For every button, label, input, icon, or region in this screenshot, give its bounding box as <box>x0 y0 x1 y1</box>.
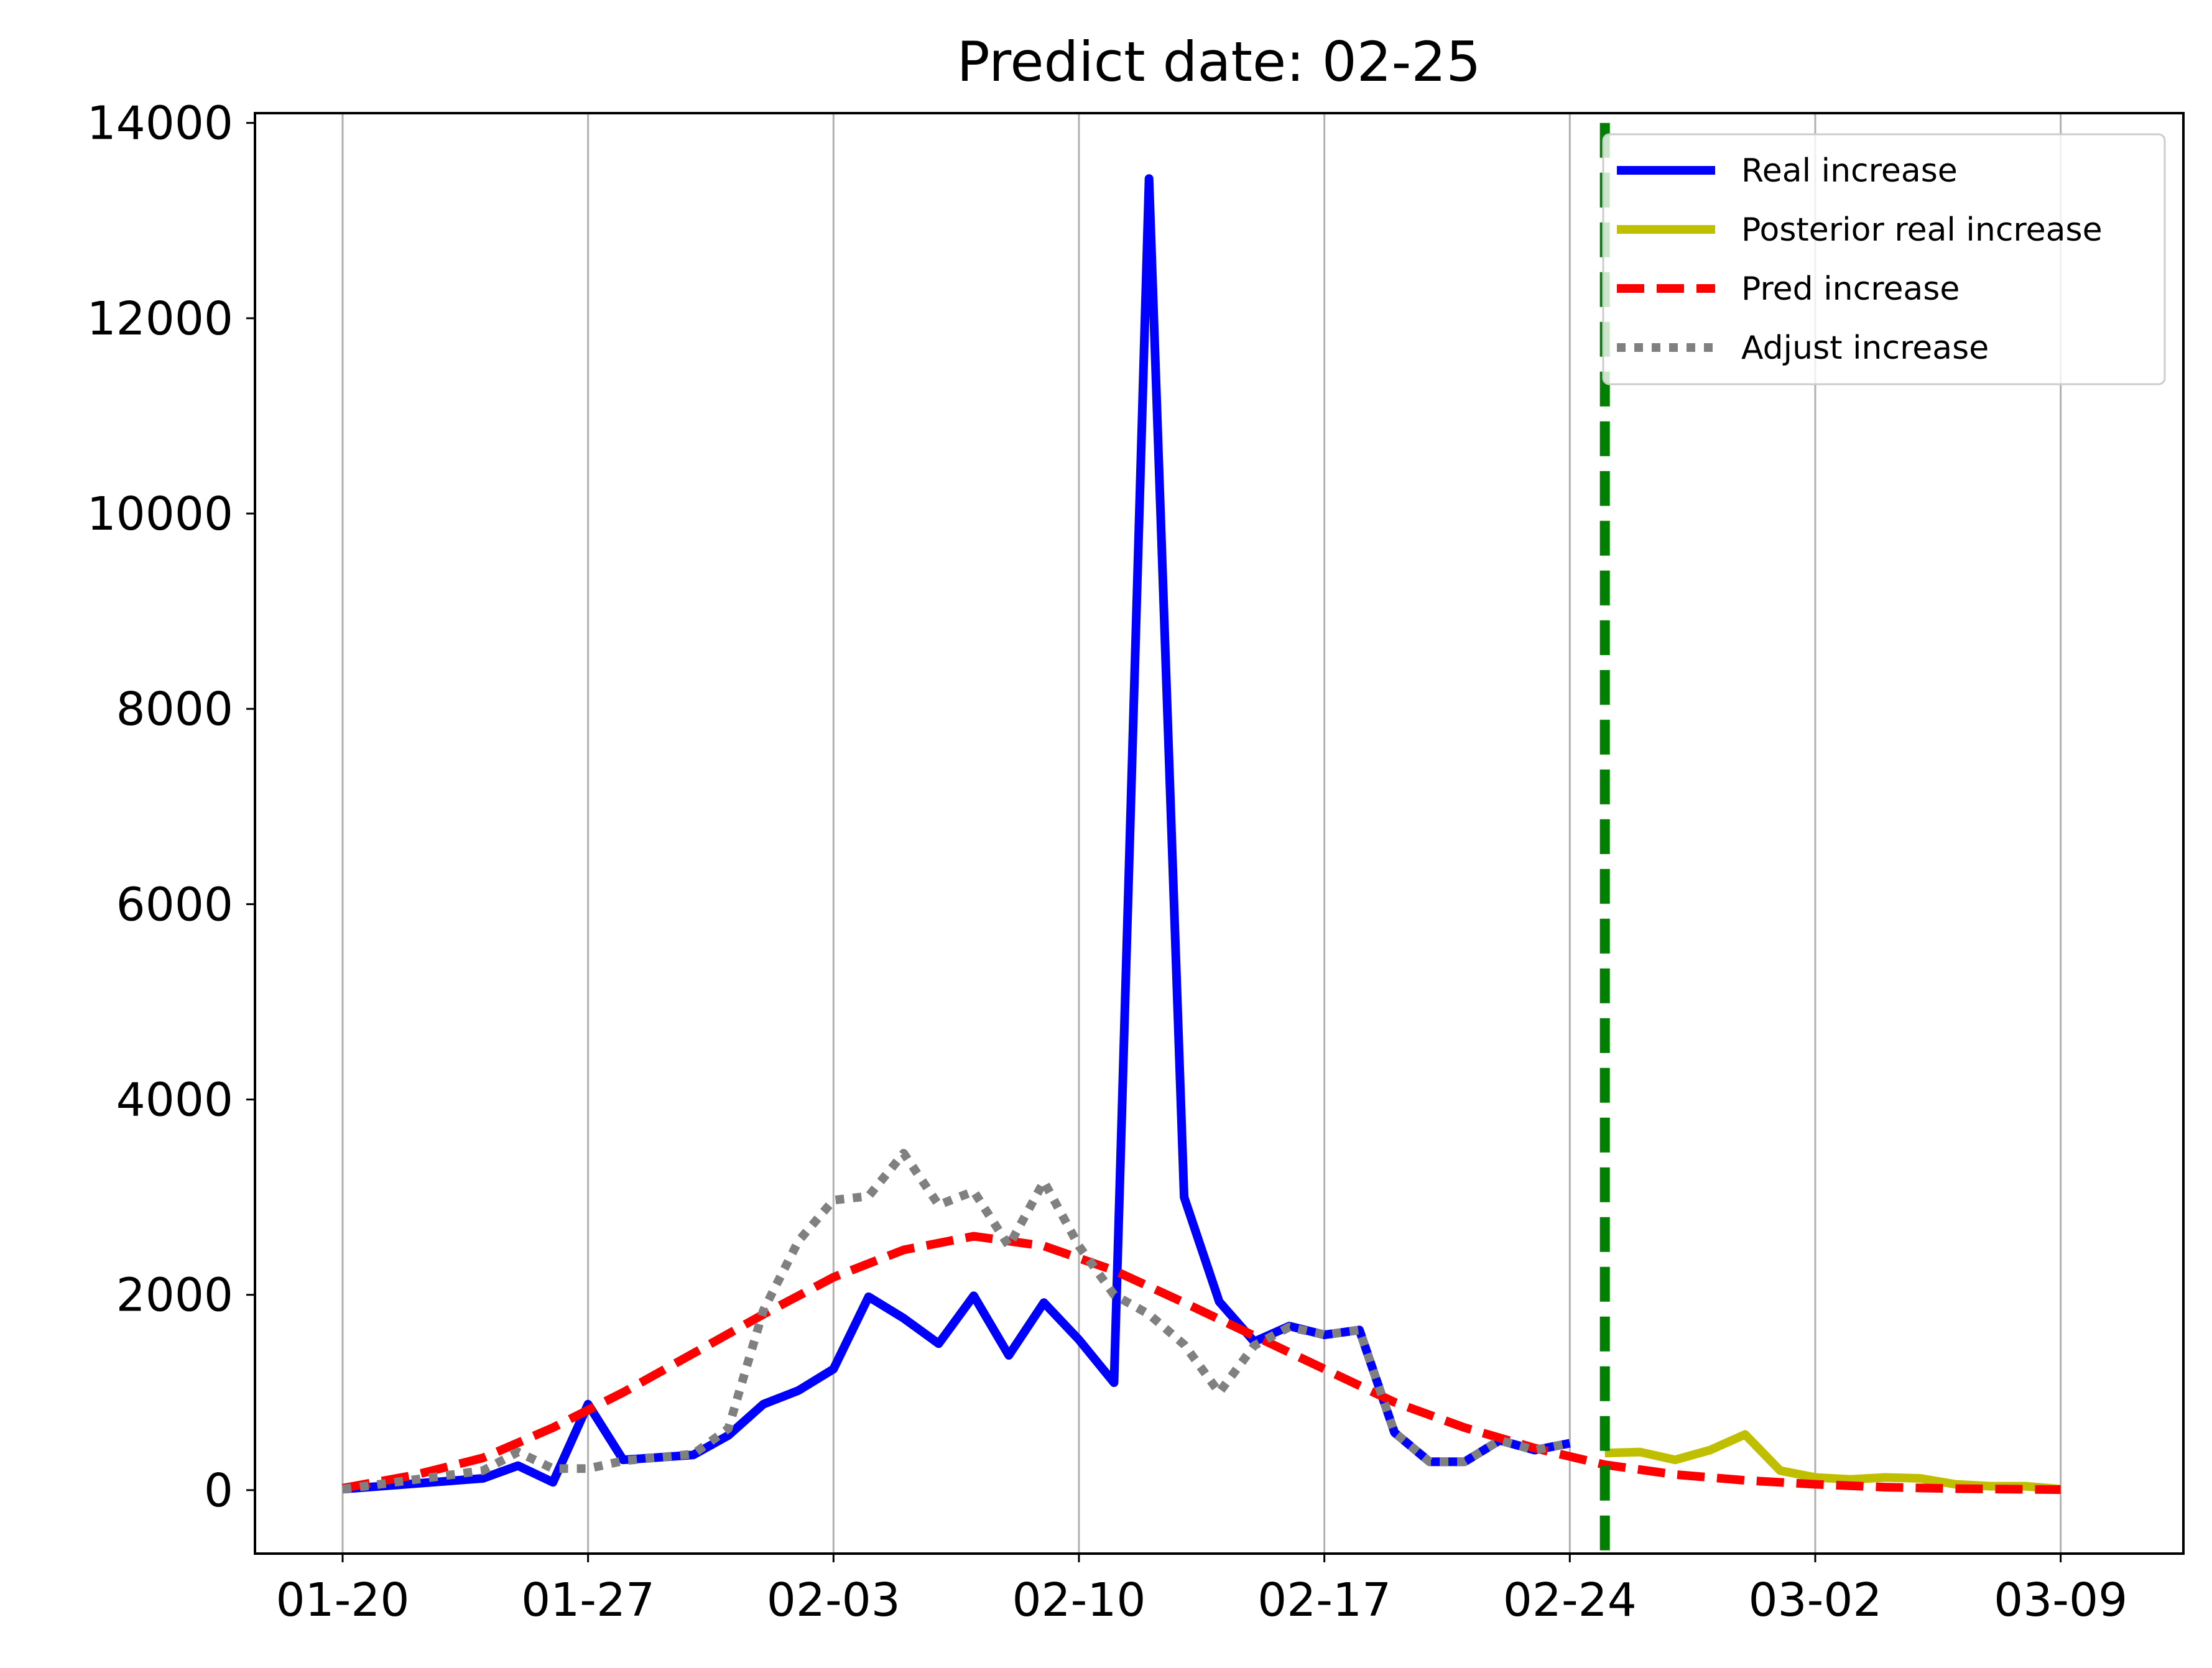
series-line-adjust-increase <box>342 1149 1571 1494</box>
x-tick-label: 02-24 <box>1503 1574 1637 1627</box>
x-tick-label: 01-27 <box>521 1574 655 1627</box>
y-tick-label: 2000 <box>116 1269 233 1322</box>
legend-label: Posterior real increase <box>1741 211 2103 249</box>
legend: Real increase Posterior real increase Pred… <box>1602 133 2166 385</box>
y-tick-label: 6000 <box>116 878 233 931</box>
series-line-pred-increase <box>341 1232 2061 1495</box>
legend-label: Pred increase <box>1741 270 1960 308</box>
plot-frame <box>254 112 2185 1555</box>
series-layer <box>341 174 2062 1495</box>
chart-title: Predict date: 02-25 <box>957 30 1481 94</box>
y-tick-label: 4000 <box>116 1074 233 1127</box>
x-tick-label: 03-02 <box>1748 1574 1882 1627</box>
x-tick-label: 02-17 <box>1257 1574 1391 1627</box>
legend-label: Adjust increase <box>1741 329 1989 367</box>
x-tick-label: 02-10 <box>1012 1574 1145 1627</box>
x-tick-label: 02-03 <box>767 1574 900 1627</box>
x-axis: 01-20 01-27 02-03 02-10 02-17 02-24 03-02 03-09 <box>275 1554 2127 1627</box>
y-tick-label: 14000 <box>87 97 233 150</box>
y-tick-label: 8000 <box>116 683 233 736</box>
y-tick-label: 12000 <box>87 292 233 346</box>
series-line-posterior-real-increase <box>1604 1430 2062 1494</box>
legend-box <box>1602 133 2166 385</box>
x-tick-label: 01-20 <box>275 1574 409 1627</box>
y-tick-label: 0 <box>204 1464 233 1518</box>
y-tick-label: 10000 <box>87 487 233 541</box>
x-tick-label: 03-09 <box>1994 1574 2127 1627</box>
legend-label: Real increase <box>1741 152 1958 190</box>
y-axis: 0 2000 4000 6000 8000 10000 12000 14000 <box>87 97 255 1518</box>
